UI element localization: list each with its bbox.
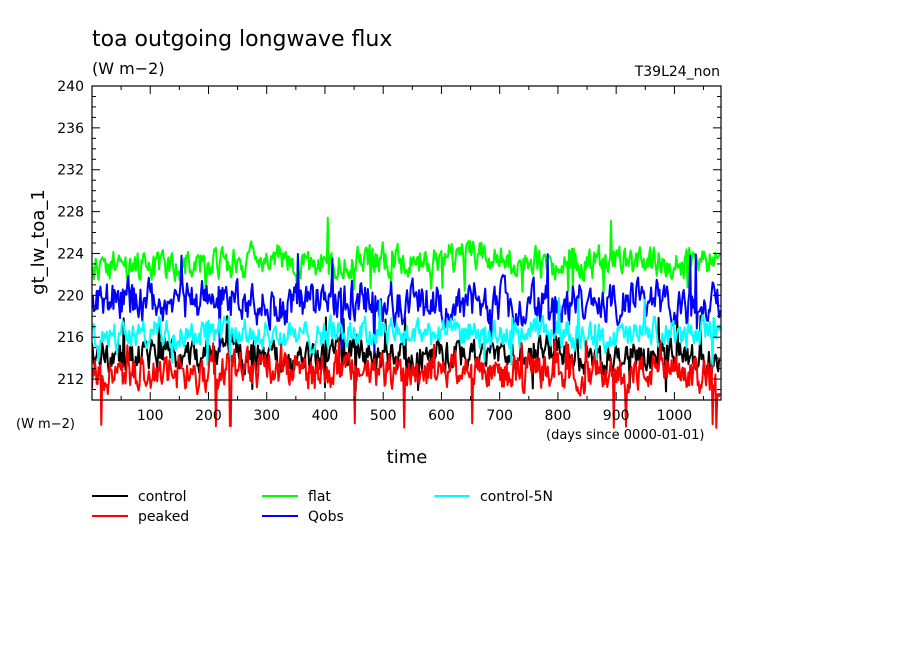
x-tick-label: 100 [137,408,164,424]
y-tick-label: 240 [57,79,84,95]
x-axis-label: time [387,447,428,468]
series-line-peaked [92,339,721,429]
x-tick-label: 200 [195,408,222,424]
y-tick-label: 220 [57,288,84,304]
legend: control peaked flat Qobs control-5N [92,489,553,525]
y-tick-label: 224 [57,246,84,262]
x-tick-label: 500 [370,408,397,424]
x-tick-label: 400 [312,408,339,424]
series-line-flat [92,216,721,295]
legend-label-peaked: peaked [138,509,189,525]
y-tick-label: 228 [57,205,84,221]
y-tick-label: 212 [57,372,84,388]
chart-title: toa outgoing longwave flux [92,27,392,52]
x-tick-label: 1000 [657,408,693,424]
legend-label-control-5N: control-5N [480,489,553,505]
x-tick-label: 900 [603,408,630,424]
series-line-control-5N [92,296,721,367]
chart-units: (W m−2) [92,59,165,78]
y-tick-label: 232 [57,163,84,179]
y-axis-label: gt_lw_toa_1 [28,189,49,295]
legend-label-control: control [138,489,187,505]
x-tick-label: 600 [428,408,455,424]
run-label: T39L24_non [634,64,720,80]
x-tick-label: 300 [253,408,280,424]
series-line-Qobs [92,253,721,353]
legend-label-flat: flat [308,489,331,505]
x-axis-units: (days since 0000-01-01) [546,428,704,443]
y-axis-units: (W m−2) [16,417,75,432]
y-tick-label: 216 [57,330,84,346]
series-line-control [92,315,721,393]
x-tick-label: 800 [545,408,572,424]
legend-label-Qobs: Qobs [308,509,344,525]
x-tick-label: 700 [486,408,513,424]
axis-ticks: 100 200 300 400 500 600 700 800 900 1000 212 216 220… [57,79,722,424]
plot-area [92,216,721,429]
y-tick-label: 236 [57,121,84,137]
